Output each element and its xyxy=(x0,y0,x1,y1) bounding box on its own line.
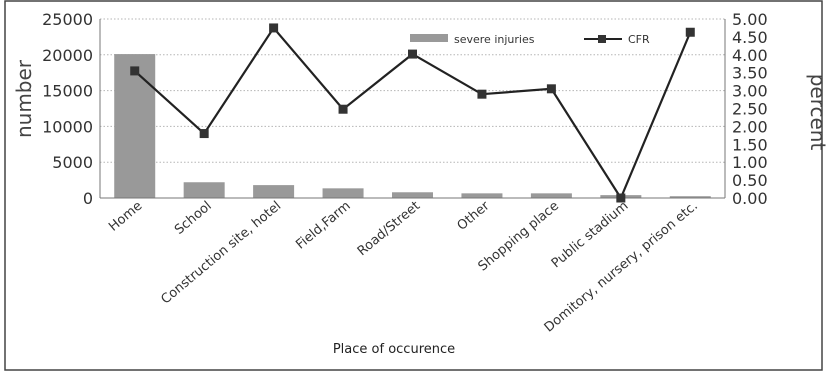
cfr-point xyxy=(685,27,695,37)
y-tick-label-right: 1.00 xyxy=(732,153,768,172)
x-axis-title: Place of occurence xyxy=(333,342,455,357)
y-tick-label-right: 2.00 xyxy=(732,117,768,136)
y-tick-label-right: 5.00 xyxy=(732,10,768,29)
cfr-point xyxy=(616,193,626,203)
y-tick-label-left: 5000 xyxy=(52,153,93,172)
bar xyxy=(530,193,572,198)
bar xyxy=(114,54,156,198)
left-axis-ticks: 0 5000 10000 15000 20000 25000 xyxy=(42,10,93,208)
y-tick-label-left: 10000 xyxy=(42,117,93,136)
bar xyxy=(669,196,711,198)
y-tick-label-right: 4.00 xyxy=(732,46,768,65)
y-tick-label-left: 0 xyxy=(83,189,93,208)
cfr-point xyxy=(130,66,140,76)
legend-bar-label: severe injuries xyxy=(454,33,535,46)
cfr-point xyxy=(199,129,209,139)
legend-line-marker xyxy=(598,35,606,43)
bar xyxy=(183,182,225,198)
cfr-point xyxy=(408,49,417,59)
legend-line-label: CFR xyxy=(628,33,650,46)
y-tick-label-right: 1.50 xyxy=(732,135,768,154)
bar xyxy=(392,192,433,198)
y-tick-label-right: 2.50 xyxy=(732,100,768,119)
left-axis-title: number xyxy=(12,59,36,138)
y-tick-label-left: 20000 xyxy=(42,46,93,65)
bar xyxy=(322,188,364,198)
legend-bar-swatch xyxy=(410,34,448,42)
cfr-point xyxy=(269,23,279,33)
y-tick-label-right: 0.50 xyxy=(732,171,768,190)
y-tick-label-right: 4.50 xyxy=(732,28,768,47)
cfr-point xyxy=(546,84,556,94)
legend: severe injuries CFR xyxy=(410,33,650,46)
bar xyxy=(461,193,503,198)
y-tick-label-left: 25000 xyxy=(42,10,93,29)
right-axis-ticks: 0.000.501.001.502.002.503.003.504.004.50… xyxy=(732,10,768,208)
y-tick-label-right: 3.00 xyxy=(732,82,768,101)
y-tick-label-right: 3.50 xyxy=(732,64,768,83)
cfr-point xyxy=(477,89,487,99)
right-axis-title: percent xyxy=(806,74,827,151)
bar xyxy=(253,185,295,198)
y-tick-label-right: 0.00 xyxy=(732,189,768,208)
y-tick-label-left: 15000 xyxy=(42,82,93,101)
line-series xyxy=(130,23,695,203)
cfr-point xyxy=(338,104,348,114)
